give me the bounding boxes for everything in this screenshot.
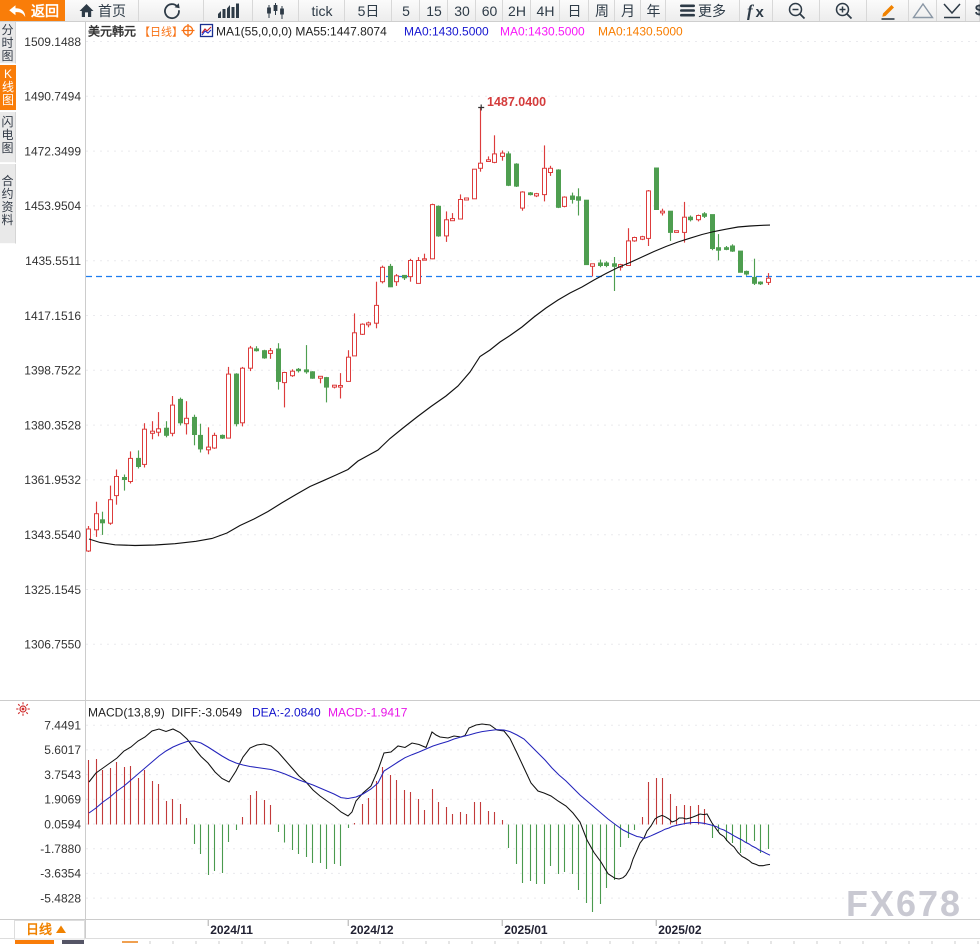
svg-text:MACD(13,8,9) DIFF:-3.0549: MACD(13,8,9) DIFF:-3.0549 (88, 706, 242, 720)
svg-text:DEA:-2.0840: DEA:-2.0840 (252, 706, 321, 720)
svg-text:f: f (747, 2, 755, 20)
svg-text:MA0:1430.5000: MA0:1430.5000 (500, 25, 585, 39)
svg-text:1306.7550: 1306.7550 (24, 638, 81, 652)
svg-text:1487.0400: 1487.0400 (487, 95, 546, 109)
svg-text:7.4491: 7.4491 (44, 719, 81, 733)
svg-text:2024/11: 2024/11 (210, 923, 253, 937)
svg-text:【日线】: 【日线】 (139, 25, 183, 39)
svg-text:FX678: FX678 (846, 883, 962, 924)
svg-text:MA0:1430.5000: MA0:1430.5000 (598, 25, 683, 39)
svg-text:1490.7494: 1490.7494 (24, 90, 81, 104)
svg-text:1361.9532: 1361.9532 (24, 473, 81, 487)
svg-text:-5.4828: -5.4828 (40, 891, 81, 905)
svg-text:2025/01: 2025/01 (504, 923, 548, 937)
svg-text:1325.1545: 1325.1545 (24, 583, 81, 597)
svg-text:日线: 日线 (26, 922, 52, 937)
svg-text:1343.5540: 1343.5540 (24, 528, 81, 542)
svg-text:MACD:-1.9417: MACD:-1.9417 (328, 706, 408, 720)
svg-text:MA1(55,0,0,0) MA55:1447.8074: MA1(55,0,0,0) MA55:1447.8074 (216, 25, 387, 39)
svg-text:1453.9504: 1453.9504 (24, 199, 81, 213)
svg-text:1398.7522: 1398.7522 (24, 364, 81, 378)
svg-text:-1.7880: -1.7880 (40, 842, 81, 856)
svg-text:1472.3499: 1472.3499 (24, 144, 81, 158)
svg-text:3.7543: 3.7543 (44, 768, 81, 782)
svg-text:2025/02: 2025/02 (658, 923, 702, 937)
svg-text:1380.3528: 1380.3528 (24, 418, 81, 432)
svg-text:x: x (755, 4, 764, 20)
svg-text:美元韩元: 美元韩元 (88, 24, 136, 39)
svg-text:2024/12: 2024/12 (350, 923, 394, 937)
svg-text:1.9069: 1.9069 (44, 793, 81, 807)
svg-text:1417.1516: 1417.1516 (24, 309, 81, 323)
svg-text:5.6017: 5.6017 (44, 743, 81, 757)
svg-text:-3.6354: -3.6354 (40, 867, 81, 881)
svg-text:MA0:1430.5000: MA0:1430.5000 (404, 25, 489, 39)
svg-text:1435.5511: 1435.5511 (25, 254, 81, 268)
svg-text:1509.1488: 1509.1488 (24, 35, 81, 49)
svg-text:0.0594: 0.0594 (44, 817, 81, 831)
